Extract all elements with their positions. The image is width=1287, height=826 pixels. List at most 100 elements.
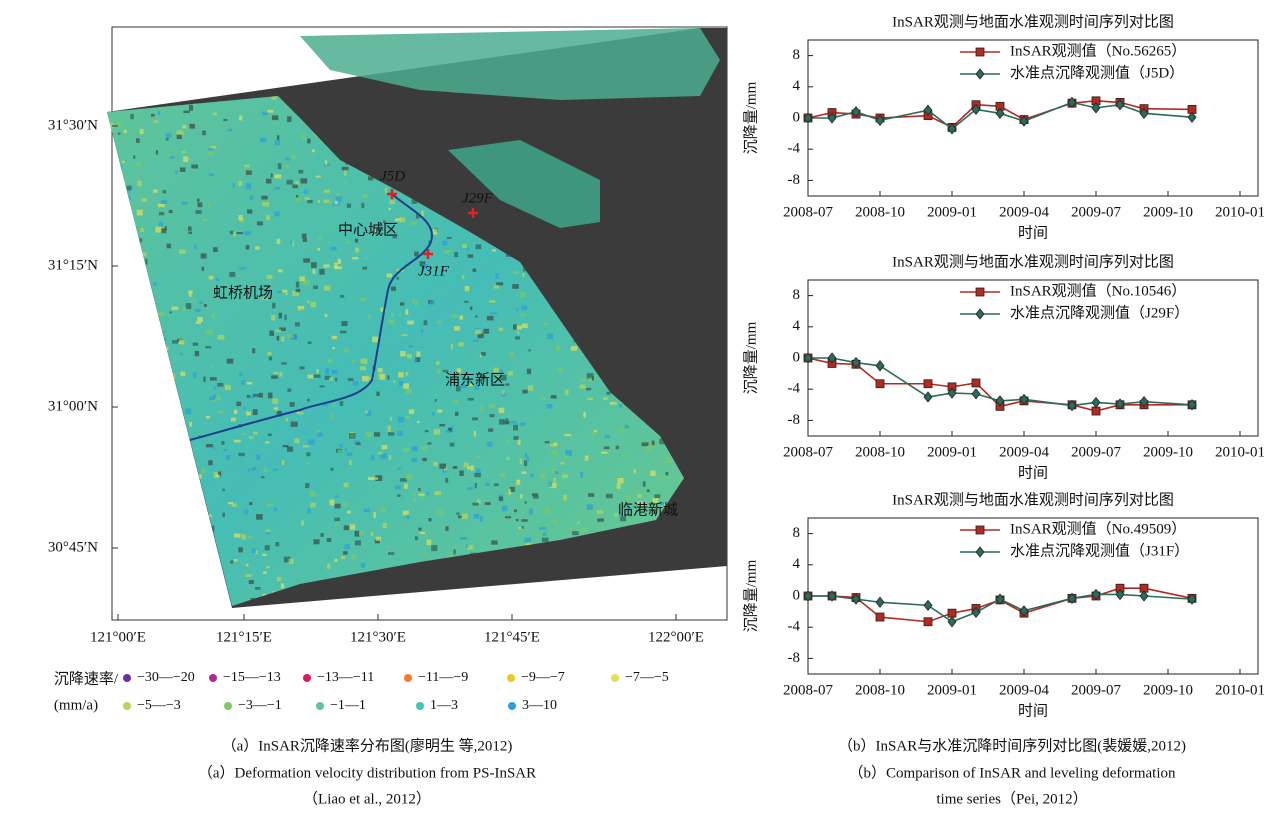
texture-speck [330,413,332,419]
texture-speck [222,489,224,491]
texture-speck [485,502,491,505]
texture-speck [331,247,336,251]
texture-speck [336,523,339,527]
texture-speck [307,300,310,303]
texture-speck [437,410,442,413]
texture-speck [266,179,271,184]
texture-speck [304,190,308,194]
texture-speck [250,195,254,199]
texture-speck [281,336,284,341]
texture-speck [489,414,494,417]
texture-speck [421,446,427,449]
texture-speck [202,131,205,136]
texture-speck [403,383,409,388]
legend-label: −3—−1 [238,698,282,713]
texture-speck [238,453,244,456]
texture-speck [499,408,505,413]
texture-speck [424,320,428,325]
texture-speck [213,446,215,449]
texture-speck [275,140,280,145]
texture-speck [228,502,233,504]
texture-speck [179,249,186,253]
texture-speck [387,546,390,548]
texture-speck [487,442,492,447]
texture-speck [318,432,323,436]
y-tick-label: -4 [788,381,801,397]
data-point [1092,397,1100,407]
texture-speck [483,329,489,334]
texture-speck [544,323,549,325]
texture-speck [292,241,294,246]
texture-speck [186,303,192,309]
texture-speck [262,202,269,206]
texture-speck [439,424,445,426]
texture-speck [373,477,378,479]
map-x-tick-label: 121°00′E [90,629,146,645]
texture-speck [101,609,106,612]
texture-speck [411,222,417,225]
texture-speck [287,180,293,185]
texture-speck [310,302,315,307]
texture-speck [263,571,267,574]
texture-speck [409,345,413,348]
texture-speck [366,432,372,437]
texture-speck [450,443,455,447]
legend-swatch [316,702,324,710]
texture-speck [318,237,322,240]
legend-marker [976,69,984,79]
texture-speck [324,200,330,203]
texture-speck [316,176,321,178]
legend-label: −5—−3 [137,698,181,713]
legend-label: −30—−20 [137,670,195,685]
texture-speck [211,366,214,368]
texture-speck [406,474,413,480]
texture-speck [298,307,301,311]
texture-speck [383,523,387,528]
texture-speck [601,452,607,454]
texture-speck [386,273,392,277]
texture-speck [403,448,410,452]
texture-speck [161,228,167,233]
texture-speck [382,445,388,449]
texture-speck [103,592,109,597]
texture-speck [208,460,212,465]
texture-speck [398,372,404,377]
y-tick-label: -4 [788,619,801,635]
texture-speck [403,511,409,516]
texture-speck [406,389,412,394]
texture-speck [492,300,495,302]
texture-speck [433,229,437,235]
texture-speck [528,349,530,351]
texture-speck [189,292,192,296]
texture-speck [605,435,610,438]
texture-speck [412,298,414,303]
texture-speck [618,478,624,483]
legend-label: −11—−9 [418,670,468,685]
texture-speck [314,375,321,378]
texture-speck [637,494,641,498]
texture-speck [389,208,391,210]
x-tick-label: 2008-07 [783,444,833,460]
texture-speck [422,458,427,461]
y-tick-label: -4 [788,141,801,157]
map-y-tick-label: 30°45′N [48,539,98,555]
texture-speck [269,331,274,336]
texture-speck [261,196,267,200]
texture-speck [622,455,628,457]
texture-speck [294,438,299,443]
texture-speck [158,111,160,116]
texture-speck [415,536,418,540]
texture-speck [189,422,192,427]
texture-speck [169,311,171,313]
x-tick-label: 2010-01 [1215,444,1265,460]
texture-speck [323,264,329,267]
texture-speck [470,307,472,310]
texture-speck [317,369,319,373]
texture-speck [362,267,367,270]
texture-speck [399,381,403,386]
texture-speck [334,263,338,269]
texture-speck [429,301,435,305]
texture-speck [100,569,103,572]
texture-speck [274,508,277,511]
texture-speck [436,361,440,364]
